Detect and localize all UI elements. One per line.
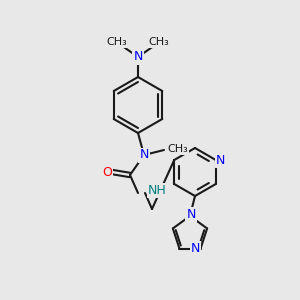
Text: CH₃: CH₃ xyxy=(148,37,170,47)
Text: N: N xyxy=(216,154,226,166)
Text: N: N xyxy=(133,50,143,64)
Text: CH₃: CH₃ xyxy=(106,37,128,47)
Text: N: N xyxy=(139,148,149,161)
Text: NH: NH xyxy=(148,184,167,196)
Text: O: O xyxy=(102,166,112,178)
Text: N: N xyxy=(186,208,196,220)
Text: CH₃: CH₃ xyxy=(167,144,188,154)
Text: N: N xyxy=(191,242,200,255)
